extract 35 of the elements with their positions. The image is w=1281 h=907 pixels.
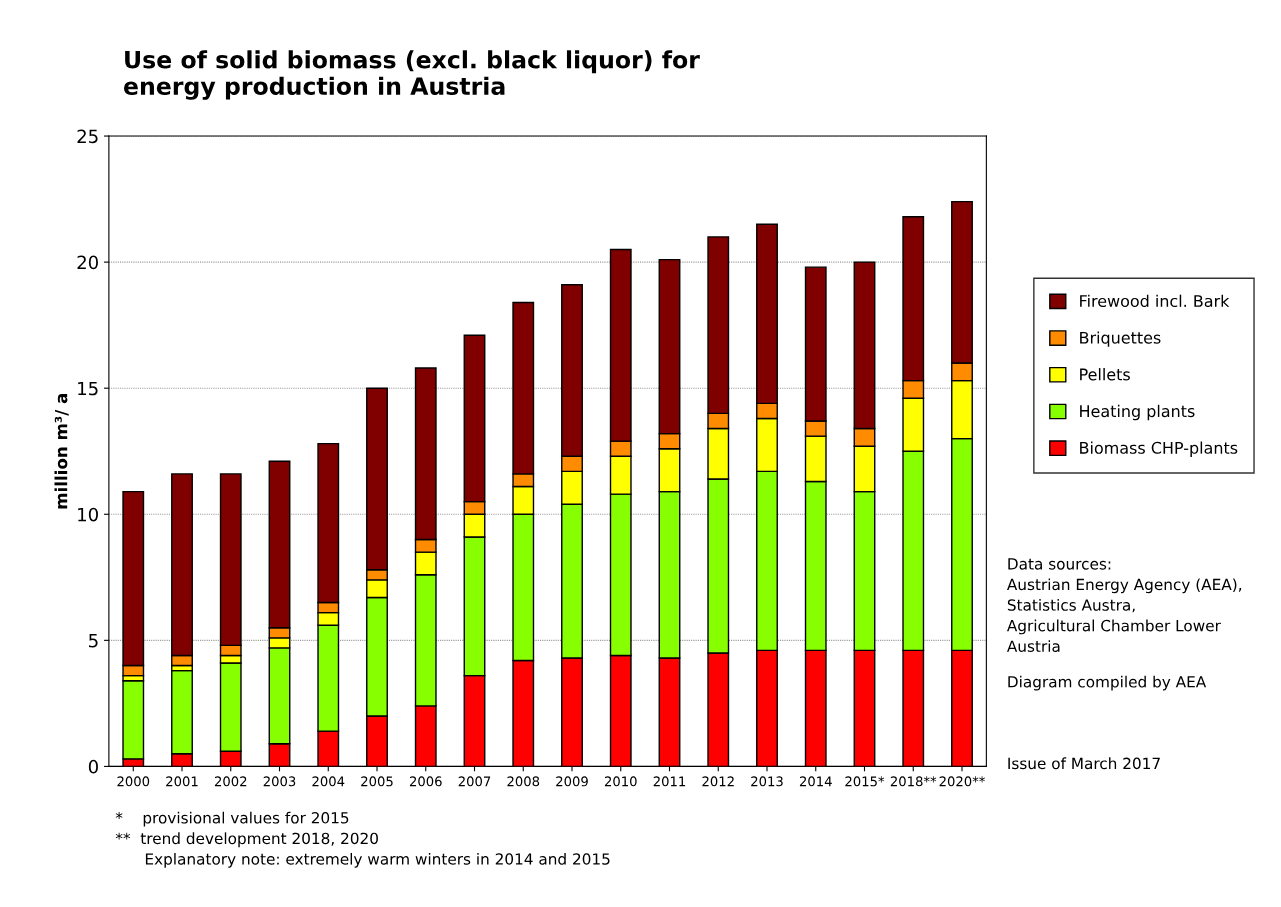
legend-label: Pellets [1080, 368, 1130, 381]
legend-label: Heating plants [1080, 404, 1195, 421]
legend-label: Briquettes [1080, 331, 1161, 347]
x-tick-label: 2005 [361, 776, 393, 787]
text: Diagram compiled by AEA [1008, 675, 1207, 691]
y-tick-label: 5 [89, 634, 98, 648]
x-tick-label: 2011 [653, 776, 686, 787]
y-tick-label: 15 [78, 381, 98, 396]
legend-label: Firewood incl. Bark [1080, 294, 1230, 308]
x-tick-label: 2003 [263, 776, 296, 787]
y-tick-label: 10 [78, 507, 98, 522]
x-tick-label: 2006 [409, 776, 442, 787]
x-tick-label: 2000 [117, 776, 150, 787]
y-axis-title: million m³/ a [54, 393, 69, 509]
x-tick-label: 2009 [556, 776, 588, 787]
x-tick-label: 2010 [604, 776, 637, 787]
x-tick-label: 2002 [214, 776, 247, 787]
x-tick-label: 2015* [845, 776, 885, 787]
text: Data sources: Austrian Energy Agency (AEA), Statistics Austra, Agricultural Chamber Lower Austria [1006, 558, 1242, 652]
x-tick-label: 2013 [751, 776, 783, 787]
x-tick-label: 2018** [890, 776, 937, 787]
x-tick-label: 2012 [702, 776, 734, 787]
x-tick-label: 2007 [458, 776, 491, 787]
x-tick-label: 2001 [166, 776, 198, 787]
y-tick-label: 25 [77, 129, 98, 144]
y-tick-label: 20 [77, 255, 98, 270]
x-tick-label: 2008 [507, 776, 540, 787]
chart-title: Use of solid biomass (excl. black liquor) for energy production in Austria [123, 50, 700, 100]
text: Issue of March 2017 [1008, 757, 1160, 770]
y-tick-label: 0 [88, 759, 98, 774]
x-tick-label: 2014 [799, 776, 832, 787]
x-tick-label: 2004 [312, 776, 345, 787]
text: * provisional values for 2015 ** trend development 2018, 2020 Explanatory note: extremely warm winters in 2014 and 2015 [115, 811, 610, 868]
x-tick-label: 2020** [939, 776, 985, 787]
legend-label: Biomass CHP-plants [1080, 441, 1238, 457]
